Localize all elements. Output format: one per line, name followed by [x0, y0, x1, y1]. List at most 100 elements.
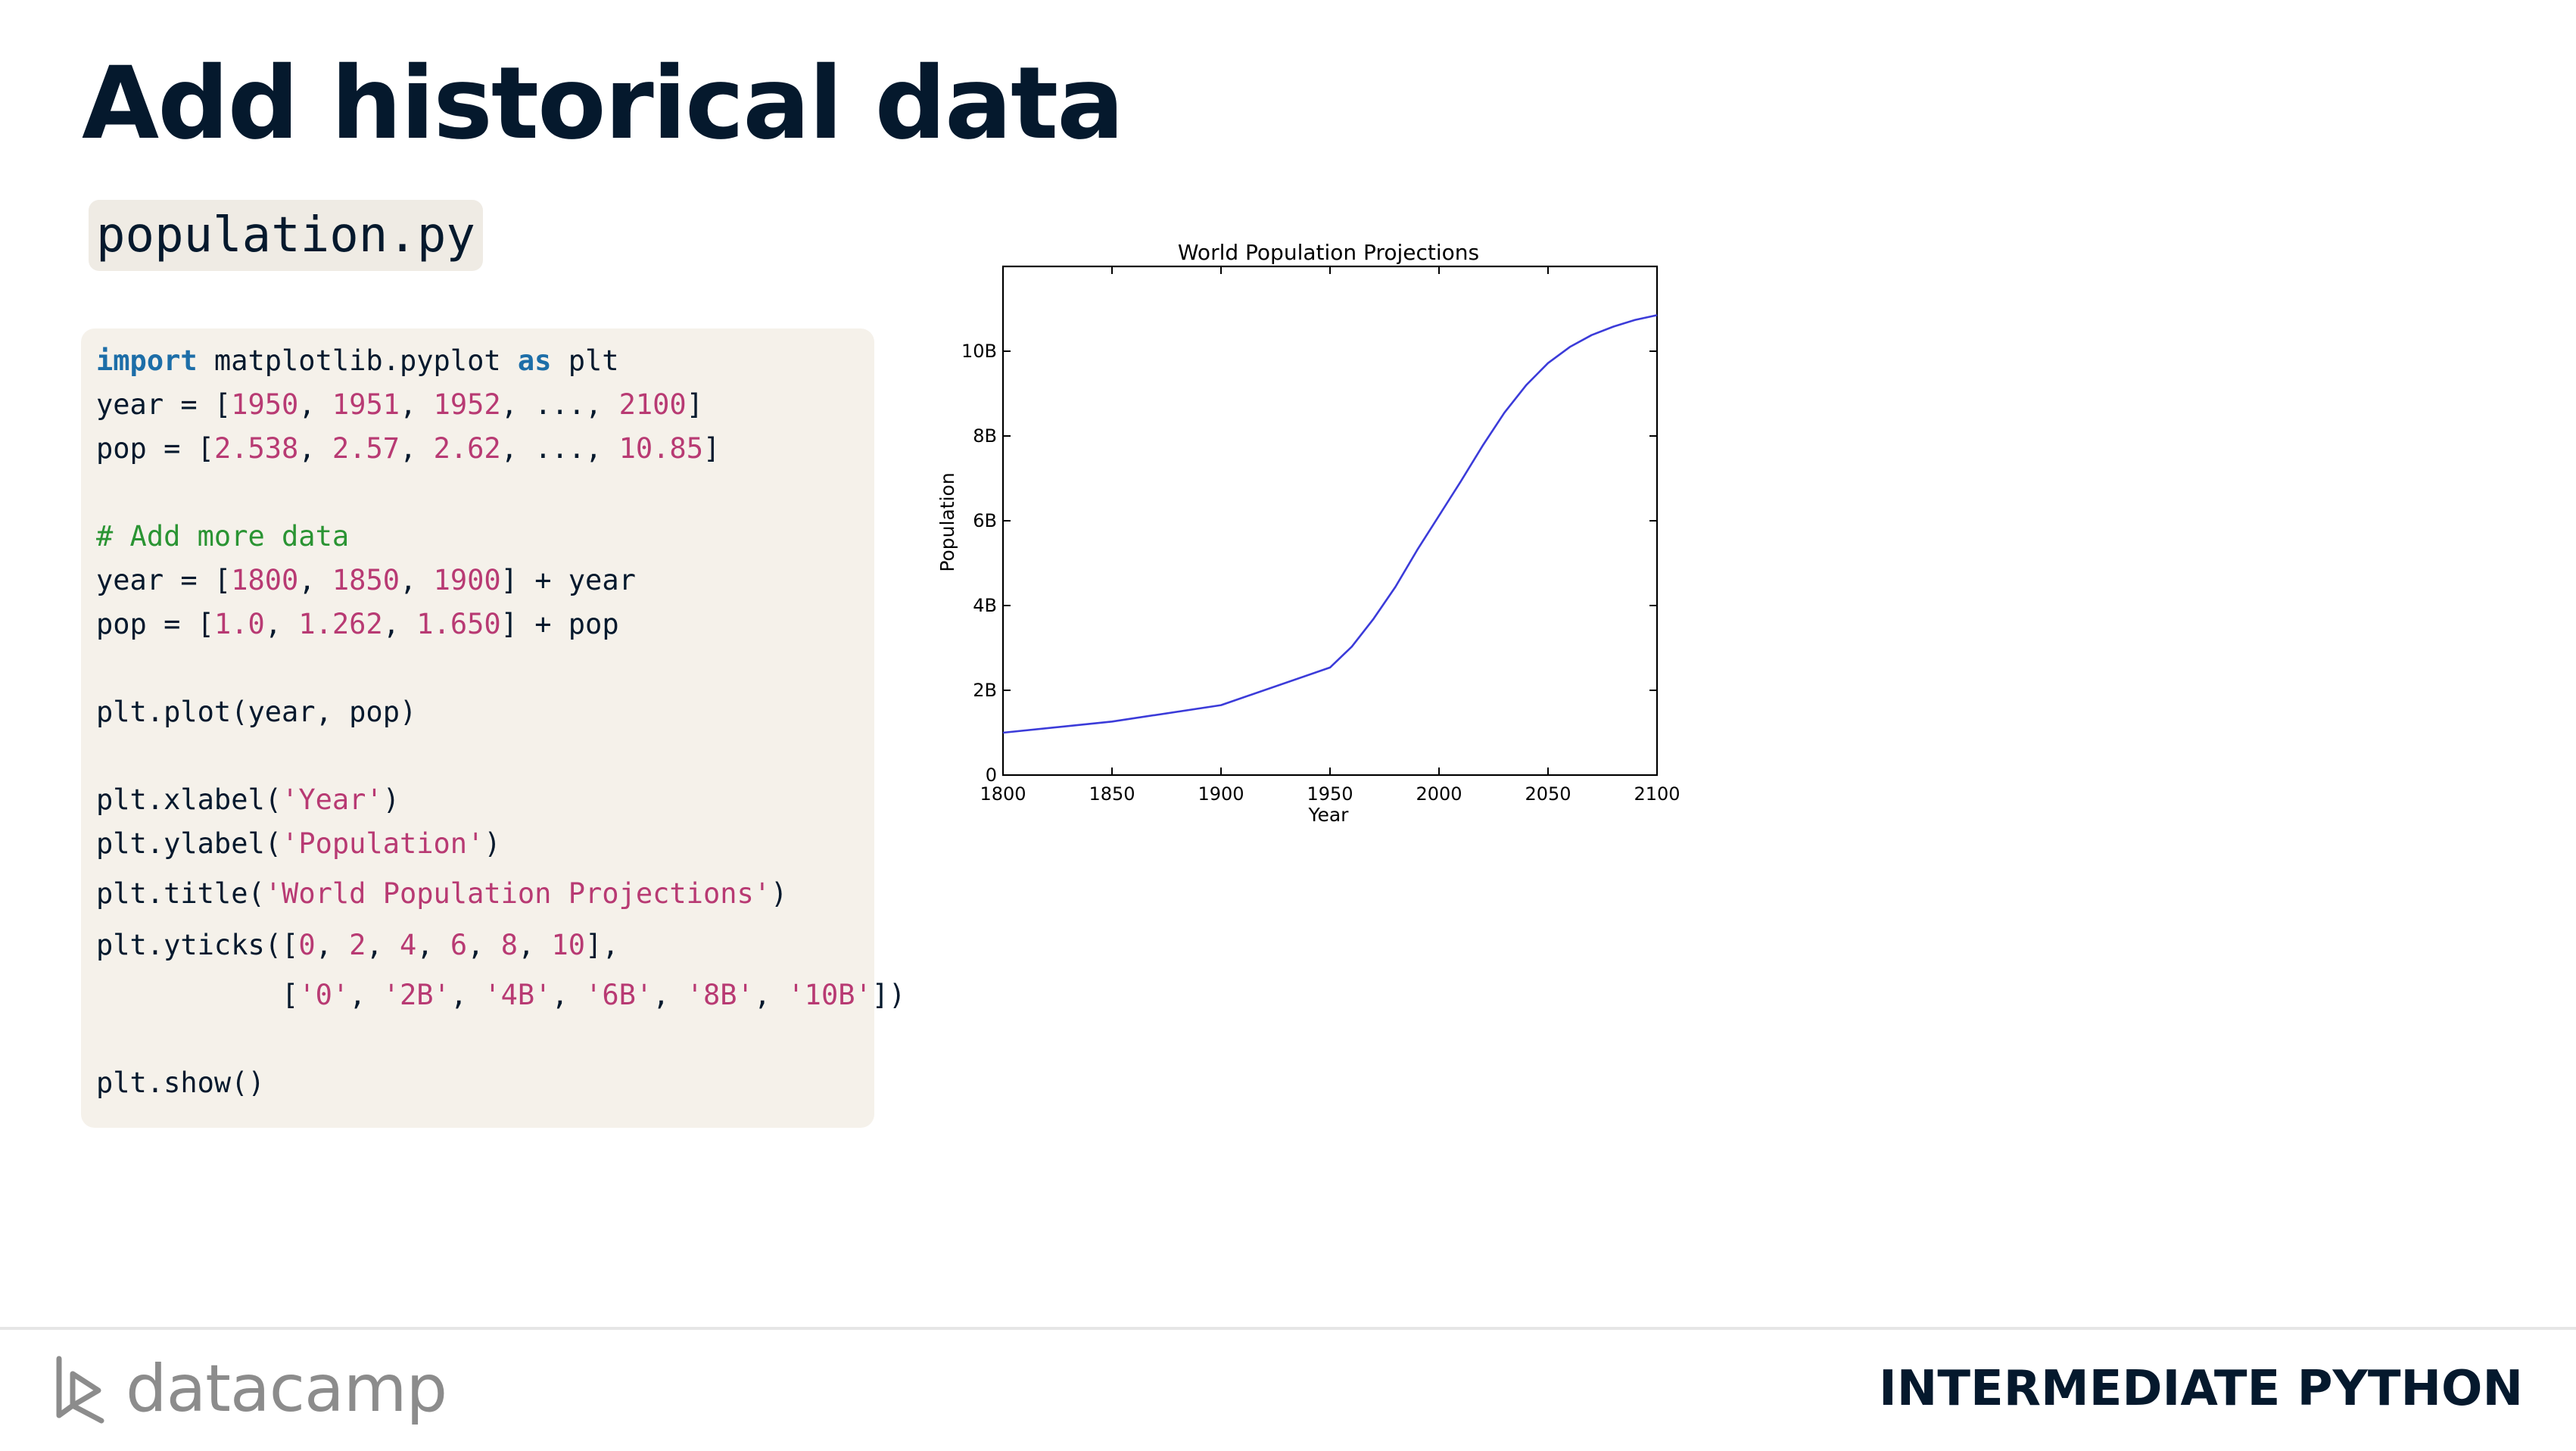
y-tick-label: 10B — [961, 341, 997, 362]
code-token: , — [315, 929, 350, 961]
code-token: ] + year — [500, 564, 636, 596]
code-line: plt.title('World Population Projections'… — [96, 877, 787, 911]
code-line: pop = [1.0, 1.262, 1.650] + pop — [96, 607, 619, 642]
code-token: , — [400, 564, 434, 596]
code-token: 1952 — [433, 388, 501, 421]
population-line — [1002, 314, 1658, 734]
datacamp-logo-text: datacamp — [126, 1351, 447, 1427]
code-token: 10 — [551, 929, 586, 961]
code-token: [ — [96, 979, 299, 1011]
code-token: 1951 — [332, 388, 400, 421]
code-token: 2100 — [618, 388, 687, 421]
code-token: , — [416, 929, 450, 961]
code-token: , — [349, 979, 383, 1011]
x-tick-label: 1950 — [1307, 783, 1353, 805]
code-token: 2.62 — [433, 432, 501, 465]
code-line: plt.show() — [96, 1066, 265, 1101]
code-line: plt.plot(year, pop) — [96, 695, 416, 730]
code-token: 'World Population Projections' — [264, 877, 771, 910]
code-token: year = [ — [96, 388, 232, 421]
code-token: import — [96, 344, 198, 377]
code-token: '4B' — [484, 979, 552, 1011]
datacamp-logo-icon — [56, 1356, 104, 1424]
code-line: plt.ylabel('Population') — [96, 827, 501, 861]
code-token: 4 — [400, 929, 417, 961]
y-tick-label: 0 — [986, 764, 997, 786]
code-token: , — [382, 608, 417, 640]
code-token: , — [753, 979, 788, 1011]
code-token: '6B' — [585, 979, 653, 1011]
y-ticks: 0 2B 4B 6B 8B 10B — [961, 341, 1657, 786]
code-token: , — [467, 929, 501, 961]
code-token: , — [400, 388, 434, 421]
code-token: , ..., — [500, 388, 619, 421]
filename-badge: population.py — [89, 200, 483, 271]
code-token: ], — [585, 929, 619, 961]
code-token: 'Year' — [282, 783, 383, 816]
code-token: plt — [551, 344, 619, 377]
code-token: plt.yticks([ — [96, 929, 299, 961]
code-token: , — [298, 388, 332, 421]
code-token: 1.650 — [416, 608, 501, 640]
code-token: '2B' — [382, 979, 450, 1011]
code-token: 1900 — [433, 564, 501, 596]
code-token: , — [298, 432, 332, 465]
code-token: plt.xlabel( — [96, 783, 282, 816]
code-token: plt.show() — [96, 1066, 265, 1099]
code-token: 0 — [298, 929, 316, 961]
population-chart: 1800 1850 1900 1950 2000 2050 2100 0 2B 4B 6B 8B 10… — [936, 240, 1680, 826]
code-token: ] — [686, 388, 703, 421]
code-line: year = [1800, 1850, 1900] + year — [96, 563, 636, 598]
plot-axes — [1001, 265, 1659, 777]
y-tick-label: 8B — [973, 425, 997, 447]
code-line: plt.xlabel('Year') — [96, 783, 400, 817]
code-token: , — [366, 929, 400, 961]
x-ticks: 1800 1850 1900 1950 2000 2050 2100 — [980, 266, 1680, 805]
code-token: 'Population' — [282, 827, 484, 860]
code-token: , — [450, 979, 484, 1011]
y-tick-label: 6B — [973, 510, 997, 531]
code-token: 1.0 — [213, 608, 265, 640]
code-token: ) — [382, 783, 400, 816]
footer-divider — [0, 1327, 2576, 1330]
x-tick-label: 2000 — [1416, 783, 1462, 805]
code-token: ] + pop — [500, 608, 619, 640]
code-token: , — [400, 432, 434, 465]
code-token: , — [264, 608, 299, 640]
code-token: 2.57 — [332, 432, 400, 465]
code-line: import matplotlib.pyplot as plt — [96, 344, 619, 378]
code-token: , — [551, 979, 586, 1011]
code-line: year = [1950, 1951, 1952, ..., 2100] — [96, 388, 703, 422]
x-tick-label: 1800 — [980, 783, 1026, 805]
code-token: pop = [ — [96, 432, 214, 465]
code-line: ['0', '2B', '4B', '6B', '8B', '10B']) — [96, 978, 905, 1013]
code-token: 2 — [349, 929, 366, 961]
code-line: # Add more data — [96, 519, 349, 554]
y-axis-label: Population — [936, 472, 958, 571]
code-line: pop = [2.538, 2.57, 2.62, ..., 10.85] — [96, 431, 720, 466]
code-token: as — [517, 344, 552, 377]
code-token: plt.ylabel( — [96, 827, 282, 860]
code-token: 1950 — [231, 388, 299, 421]
code-line: plt.yticks([0, 2, 4, 6, 8, 10], — [96, 928, 619, 963]
code-token: , — [298, 564, 332, 596]
code-token: ]) — [871, 979, 906, 1011]
datacamp-logo: datacamp — [51, 1347, 447, 1431]
x-tick-label: 2100 — [1634, 783, 1680, 805]
code-token: 6 — [450, 929, 468, 961]
code-token: ) — [771, 877, 788, 910]
code-token: , — [653, 979, 687, 1011]
code-token: , — [517, 929, 552, 961]
chart-title: World Population Projections — [1178, 240, 1479, 265]
y-tick-label: 2B — [973, 680, 997, 701]
x-axis-label: Year — [1308, 804, 1350, 826]
x-tick-label: 2050 — [1525, 783, 1571, 805]
code-token: 10.85 — [618, 432, 703, 465]
x-tick-label: 1900 — [1198, 783, 1244, 805]
course-title: INTERMEDIATE PYTHON — [1878, 1361, 2523, 1417]
code-token: plt.plot(year, pop) — [96, 696, 417, 728]
code-token: year = [ — [96, 564, 232, 596]
code-token: pop = [ — [96, 608, 214, 640]
code-token: matplotlib.pyplot — [197, 344, 518, 377]
code-token: 8 — [500, 929, 518, 961]
